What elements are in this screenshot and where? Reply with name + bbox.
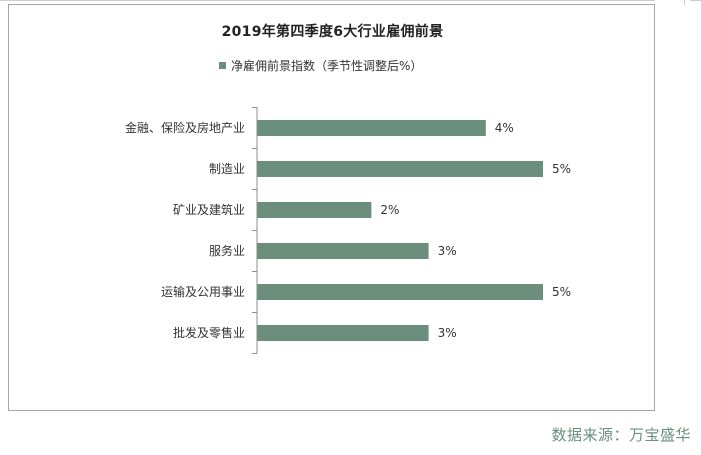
bar <box>257 161 543 177</box>
category-label: 制造业 <box>209 162 245 176</box>
bar-plot: 金融、保险及房地产业 4% 制造业 5% 矿业及建筑业 2% 服务业 3% 运输及公用事业 5% 批… <box>125 107 571 354</box>
data-label: 2% <box>380 203 399 217</box>
category-label: 运输及公用事业 <box>161 284 245 299</box>
bar <box>257 325 429 341</box>
legend: 净雇佣前景指数（季节性调整后%） <box>219 57 422 74</box>
chart-title: 2019年第四季度6大行业雇佣前景 <box>221 24 444 40</box>
top-rule-left <box>0 0 655 1</box>
data-label: 3% <box>438 326 457 340</box>
bar <box>257 243 429 259</box>
category-label: 矿业及建筑业 <box>173 202 245 217</box>
category-label: 金融、保险及房地产业 <box>125 120 245 135</box>
legend-label: 净雇佣前景指数（季节性调整后%） <box>231 59 423 73</box>
data-label: 5% <box>552 285 571 299</box>
bar <box>257 284 543 300</box>
source-note: 数据来源：万宝盛华 <box>551 426 691 444</box>
chart-area: 2019年第四季度6大行业雇佣前景 净雇佣前景指数（季节性调整后%） 金融、保险… <box>8 4 655 411</box>
data-label: 3% <box>438 244 457 258</box>
top-rule-right <box>690 0 701 1</box>
category-label: 服务业 <box>209 243 245 258</box>
data-label: 4% <box>495 121 514 135</box>
legend-swatch <box>219 62 226 69</box>
category-label: 批发及零售业 <box>173 325 245 340</box>
bar <box>257 120 486 136</box>
top-tick <box>684 0 685 5</box>
bar <box>257 202 372 218</box>
data-label: 5% <box>552 162 571 176</box>
